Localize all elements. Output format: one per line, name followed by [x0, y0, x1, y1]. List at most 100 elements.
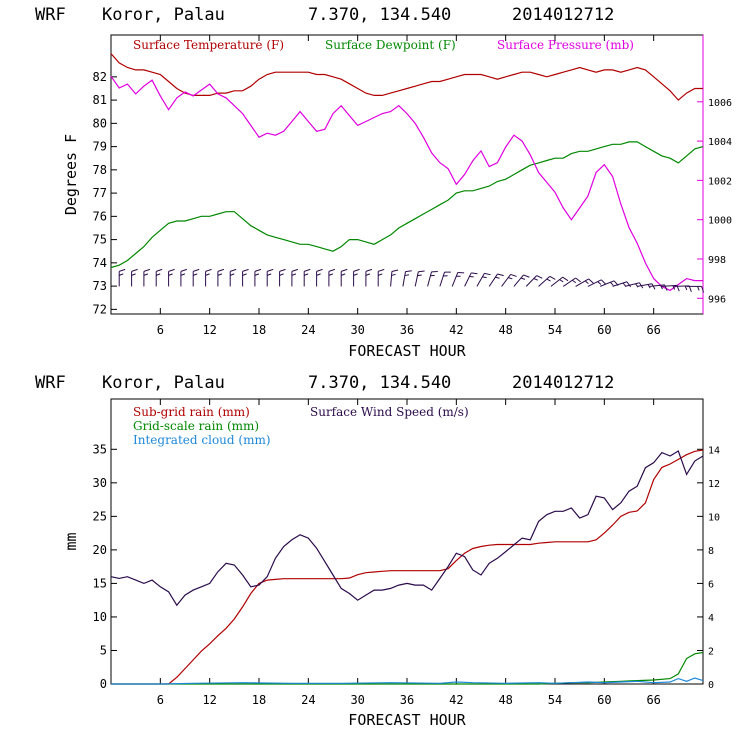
series-line-1: [110, 141, 704, 269]
barb-flag: [316, 268, 323, 272]
barb-flag: [431, 271, 438, 273]
wind-barb: [476, 272, 491, 287]
barb-staff: [624, 282, 640, 287]
barb-flag: [701, 286, 705, 293]
series-line-3: [111, 677, 704, 685]
y-tick-label: 81: [93, 93, 107, 107]
wind-barb: [427, 271, 438, 287]
header-coords: 7.370, 134.540: [308, 373, 451, 393]
x-tick-label: 48: [498, 693, 512, 707]
header-location: Koror, Palau: [102, 373, 225, 393]
barb-flag-half: [647, 284, 651, 289]
barb-flag: [156, 268, 163, 272]
barb-flag-half: [622, 282, 627, 287]
barb-staff: [427, 271, 432, 287]
legend-entry: Surface Wind Speed (m/s): [310, 405, 469, 419]
barb-flag: [168, 268, 175, 272]
x-tick-label: 6: [157, 693, 164, 707]
wind-barb: [587, 279, 607, 287]
barb-flag: [304, 268, 311, 272]
barb-flag-half: [417, 274, 422, 277]
wind-barb: [414, 270, 425, 287]
wind-barb: [291, 268, 299, 287]
barb-flag: [180, 268, 188, 272]
wind-barb: [624, 282, 644, 289]
y-axis-label: mm: [62, 532, 80, 550]
y2-tick-label: 4: [708, 613, 714, 624]
barb-flag-half: [391, 273, 396, 276]
barb-flag-half: [684, 285, 688, 291]
wind-barb: [118, 268, 126, 287]
x-tick-label: 42: [449, 323, 463, 337]
barb-flag: [457, 271, 465, 274]
x-tick-label: 54: [548, 693, 562, 707]
barb-staff: [661, 284, 677, 287]
y-tick-label: 73: [93, 279, 107, 293]
x-tick-label: 48: [498, 323, 512, 337]
barb-flag-half: [404, 274, 410, 277]
barb-flag: [242, 268, 249, 272]
barb-flag-half: [168, 273, 173, 276]
wind-barb: [316, 268, 323, 287]
barb-flag-half: [328, 273, 334, 276]
barb-flag: [626, 281, 632, 288]
barb-flag: [193, 268, 200, 272]
barb-flag-half: [584, 280, 589, 285]
barb-flag-half: [217, 273, 223, 276]
barb-staff: [525, 275, 537, 287]
barb-flag: [131, 268, 138, 272]
y2-tick-label: 2: [708, 646, 714, 657]
barb-flag-half: [316, 273, 321, 276]
barb-staff: [637, 283, 653, 287]
barb-flag-half: [230, 273, 235, 276]
barb-flag-half: [156, 273, 161, 276]
x-tick-label: 24: [301, 693, 315, 707]
x-tick-label: 60: [597, 323, 611, 337]
barb-staff: [402, 271, 406, 287]
barb-staff: [476, 273, 485, 287]
wind-barb: [143, 268, 151, 287]
y-tick-label: 79: [93, 140, 107, 154]
wind-barb: [217, 268, 225, 287]
y-tick-label: 0: [100, 677, 107, 691]
barb-flag-half: [430, 274, 435, 277]
barb-flag: [328, 268, 336, 272]
barb-flag: [510, 273, 517, 277]
y2-tick-label: 996: [708, 294, 726, 305]
barb-staff: [612, 281, 628, 287]
wind-barb: [155, 268, 163, 287]
x-tick-label: 18: [252, 323, 266, 337]
barb-flag-half: [291, 273, 297, 276]
barb-flag-half: [119, 273, 124, 276]
barb-flag-half: [546, 278, 551, 282]
barb-flag-half: [520, 277, 526, 280]
barb-flag-half: [304, 273, 309, 276]
wind-barb: [377, 268, 385, 287]
header-location: Koror, Palau: [102, 5, 225, 25]
x-tick-label: 54: [548, 323, 562, 337]
x-tick-label: 30: [350, 693, 364, 707]
x-tick-label: 18: [252, 693, 266, 707]
barb-flag: [279, 268, 286, 272]
barb-flag-half: [456, 275, 461, 277]
x-axis-label: FORECAST HOUR: [348, 342, 466, 360]
barb-flag-half: [672, 285, 676, 290]
y2-tick-label: 1004: [708, 137, 732, 148]
x-tick-label: 60: [597, 693, 611, 707]
wind-barb: [637, 283, 656, 290]
y-tick-label: 35: [93, 442, 107, 456]
y2-tick-label: 10: [708, 512, 720, 523]
barb-flag-half: [533, 278, 538, 281]
y2-tick-label: 14: [708, 445, 720, 456]
y2-tick-label: 8: [708, 546, 714, 557]
wind-barb: [550, 276, 569, 287]
y-tick-label: 5: [100, 643, 107, 657]
barb-flag-half: [482, 276, 487, 279]
barb-flag: [444, 271, 451, 273]
barb-flag-half: [205, 273, 210, 276]
barb-flag: [230, 268, 237, 272]
barb-flag: [405, 270, 412, 273]
barb-flag: [651, 283, 656, 290]
barb-flag-half: [508, 277, 513, 280]
